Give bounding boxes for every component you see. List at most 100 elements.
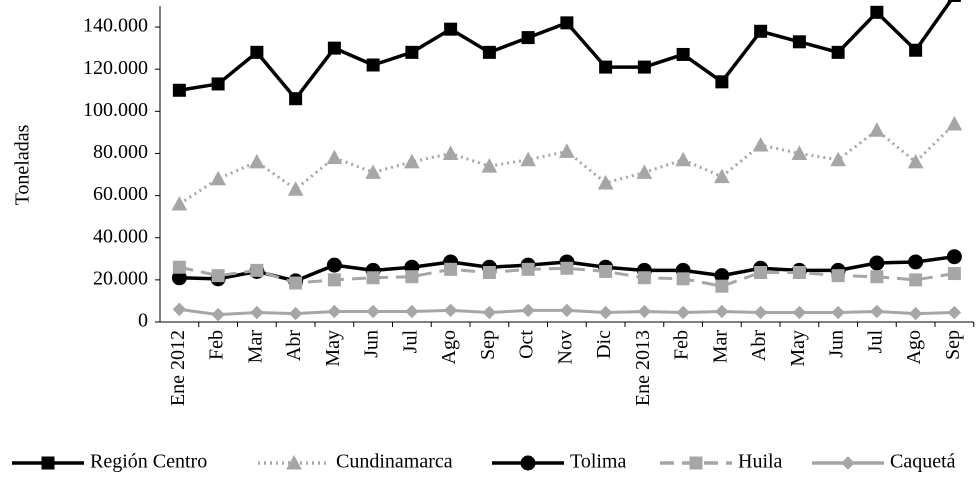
marker <box>172 260 186 274</box>
x-tick-label: Mar <box>709 330 731 364</box>
x-tick-label: Abr <box>748 330 770 361</box>
marker <box>715 75 729 89</box>
y-axis-label: Toneladas <box>12 124 34 205</box>
marker <box>481 158 498 173</box>
marker <box>907 153 924 169</box>
marker <box>676 305 690 320</box>
marker <box>637 271 651 285</box>
marker <box>909 273 923 287</box>
marker <box>714 168 730 184</box>
series-line <box>179 265 955 288</box>
legend-label: Tolima <box>570 451 626 473</box>
plot-area <box>171 0 963 322</box>
marker <box>442 145 459 160</box>
marker <box>752 136 769 152</box>
marker <box>482 265 496 279</box>
marker <box>597 174 614 190</box>
x-tick-label: May <box>322 330 344 367</box>
marker <box>521 31 535 45</box>
marker <box>286 454 302 470</box>
marker <box>715 304 729 319</box>
marker <box>947 305 962 320</box>
marker <box>675 151 691 167</box>
marker <box>211 269 225 283</box>
marker <box>289 92 303 106</box>
marker <box>831 305 845 320</box>
y-tick-label: 100.000 <box>83 99 148 121</box>
marker <box>327 304 342 319</box>
marker <box>482 45 496 59</box>
marker <box>521 303 535 318</box>
x-tick-label: Mar <box>244 330 266 364</box>
marker <box>326 257 342 273</box>
marker <box>841 456 855 470</box>
marker <box>366 58 380 72</box>
marker <box>560 261 574 275</box>
x-tick-label: Feb <box>671 330 693 360</box>
marker <box>754 265 768 279</box>
marker <box>366 304 380 319</box>
y-tick-label: 20.000 <box>93 267 148 289</box>
marker <box>947 0 961 2</box>
marker <box>599 60 613 74</box>
marker <box>289 276 303 290</box>
marker <box>520 151 536 167</box>
marker <box>520 455 536 471</box>
x-tick-label: Ene 2012 <box>167 330 189 406</box>
marker <box>210 170 226 186</box>
marker <box>405 45 419 59</box>
marker <box>171 195 188 211</box>
marker <box>830 151 846 167</box>
marker <box>753 305 768 320</box>
marker <box>41 456 55 470</box>
x-tick-label: Ago <box>903 330 925 364</box>
x-tick-label: Jul <box>399 330 421 354</box>
marker <box>288 306 303 321</box>
legend-label: Caquetá <box>890 451 956 473</box>
marker <box>908 254 924 270</box>
marker <box>792 35 806 49</box>
marker <box>560 16 574 30</box>
marker <box>947 267 961 281</box>
legend-label: Cundinamarca <box>336 451 453 473</box>
marker <box>172 83 186 97</box>
marker <box>637 304 652 319</box>
x-tick-label: Sep <box>477 330 499 360</box>
marker <box>249 153 265 169</box>
marker <box>792 305 807 320</box>
marker <box>250 305 264 320</box>
marker <box>598 305 613 320</box>
x-tick-label: Abr <box>283 330 305 361</box>
marker <box>211 77 225 91</box>
y-tick-label: 60.000 <box>93 183 148 205</box>
y-tick-label: 80.000 <box>93 141 148 163</box>
x-tick-label: Oct <box>516 330 538 359</box>
marker <box>405 270 419 284</box>
marker <box>404 153 420 169</box>
marker <box>909 43 923 57</box>
marker <box>366 271 380 285</box>
y-tick-label: 0 <box>138 310 148 332</box>
x-tick-label: Jul <box>864 330 886 354</box>
marker <box>444 262 458 276</box>
x-tick-label: Dic <box>593 330 615 359</box>
marker <box>870 5 884 19</box>
marker <box>676 47 690 61</box>
marker <box>870 304 884 319</box>
marker <box>250 263 264 277</box>
x-tick-label: May <box>787 330 809 367</box>
legend-label: Región Centro <box>90 451 207 473</box>
marker <box>870 270 884 284</box>
marker <box>946 249 962 265</box>
marker <box>869 255 885 271</box>
marker <box>831 45 845 59</box>
y-tick-label: 40.000 <box>93 225 148 247</box>
x-tick-label: Ene 2013 <box>632 330 654 406</box>
marker <box>908 306 923 321</box>
marker <box>211 307 225 322</box>
marker <box>521 262 535 276</box>
marker <box>482 305 497 320</box>
x-tick-label: Jun <box>361 330 383 358</box>
marker <box>946 115 963 131</box>
